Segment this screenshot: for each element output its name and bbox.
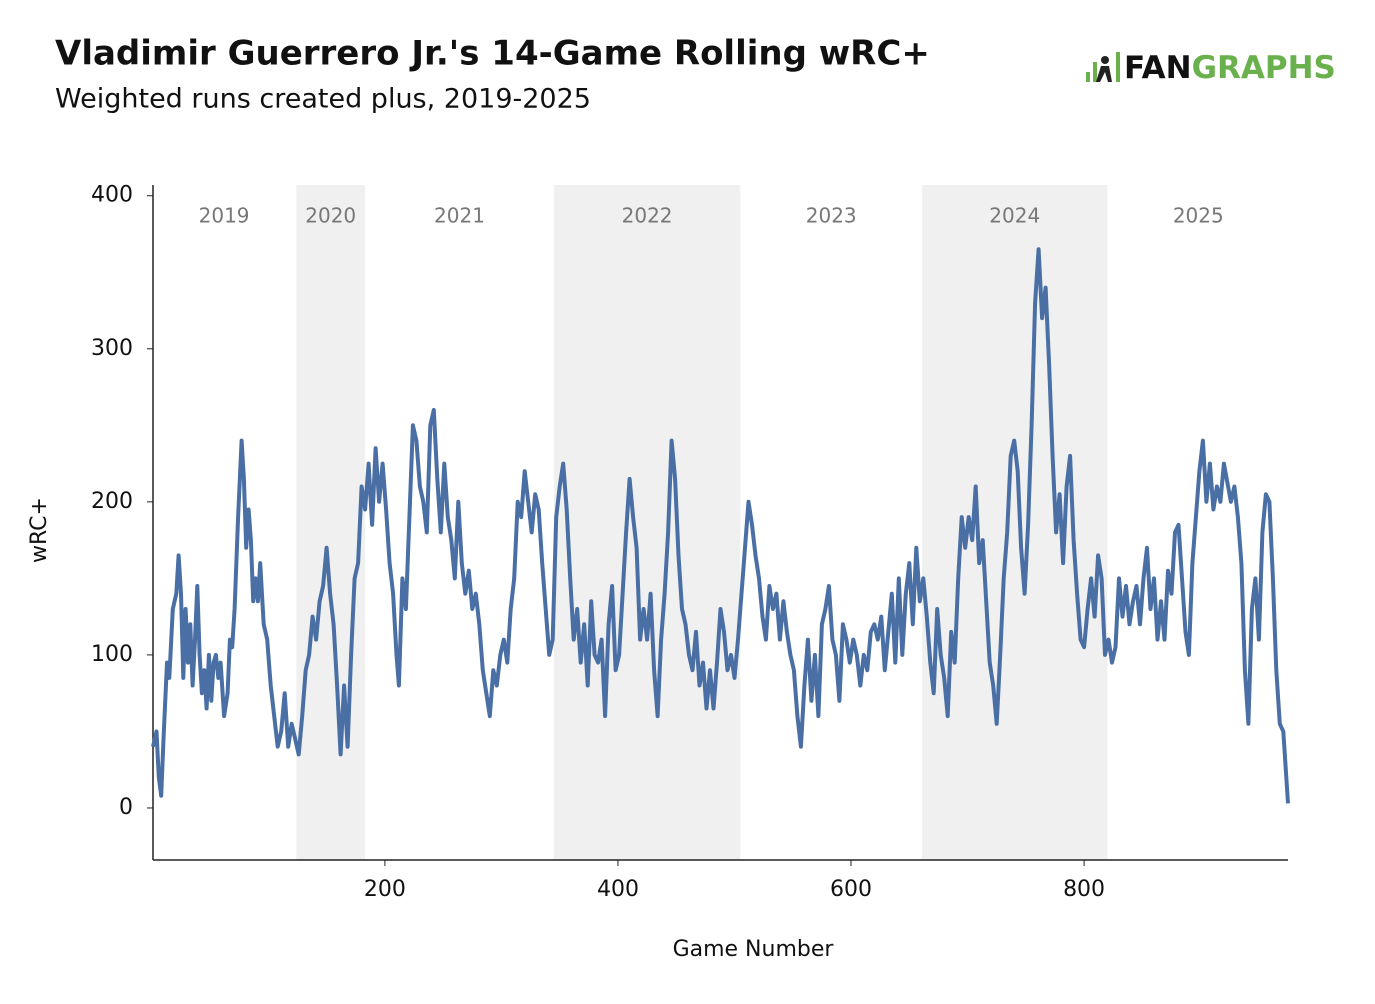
- season-label: 2019: [199, 204, 250, 228]
- logo-icon: [1086, 52, 1120, 82]
- season-bands: 2019 2020 2021 2022 2023 2024 2025: [199, 185, 1224, 860]
- season-label: 2025: [1173, 204, 1224, 228]
- y-tick-label: 0: [119, 795, 133, 820]
- logo-text: FANGRAPHS: [1124, 50, 1336, 86]
- season-band: [922, 185, 1108, 860]
- y-axis-label: wRC+: [27, 497, 52, 563]
- x-axis-label: Game Number: [673, 937, 835, 962]
- y-tick-label: 300: [91, 336, 133, 361]
- season-label: 2022: [622, 204, 673, 228]
- plot: 0 100 200 300 400 200 400 600 800: [91, 183, 1290, 902]
- chart-title: Vladimir Guerrero Jr.'s 14-Game Rolling …: [55, 34, 930, 74]
- x-tick-label: 200: [364, 877, 406, 902]
- season-label: 2024: [989, 204, 1040, 228]
- season-label: 2023: [806, 204, 857, 228]
- x-tick-label: 800: [1063, 877, 1105, 902]
- x-tick-label: 400: [597, 877, 639, 902]
- logo-green: GRAPHS: [1192, 50, 1336, 86]
- data-line: [151, 247, 1290, 804]
- y-tick-label: 200: [91, 489, 133, 514]
- y-tick-label: 400: [91, 183, 133, 208]
- chart-subtitle: Weighted runs created plus, 2019-2025: [55, 84, 591, 115]
- y-tick-label: 100: [91, 642, 133, 667]
- season-band: [296, 185, 366, 860]
- season-band: [553, 185, 741, 860]
- season-label: 2021: [434, 204, 485, 228]
- season-label: 2020: [305, 204, 356, 228]
- x-tick-label: 600: [830, 877, 872, 902]
- logo-dark: FAN: [1124, 50, 1192, 86]
